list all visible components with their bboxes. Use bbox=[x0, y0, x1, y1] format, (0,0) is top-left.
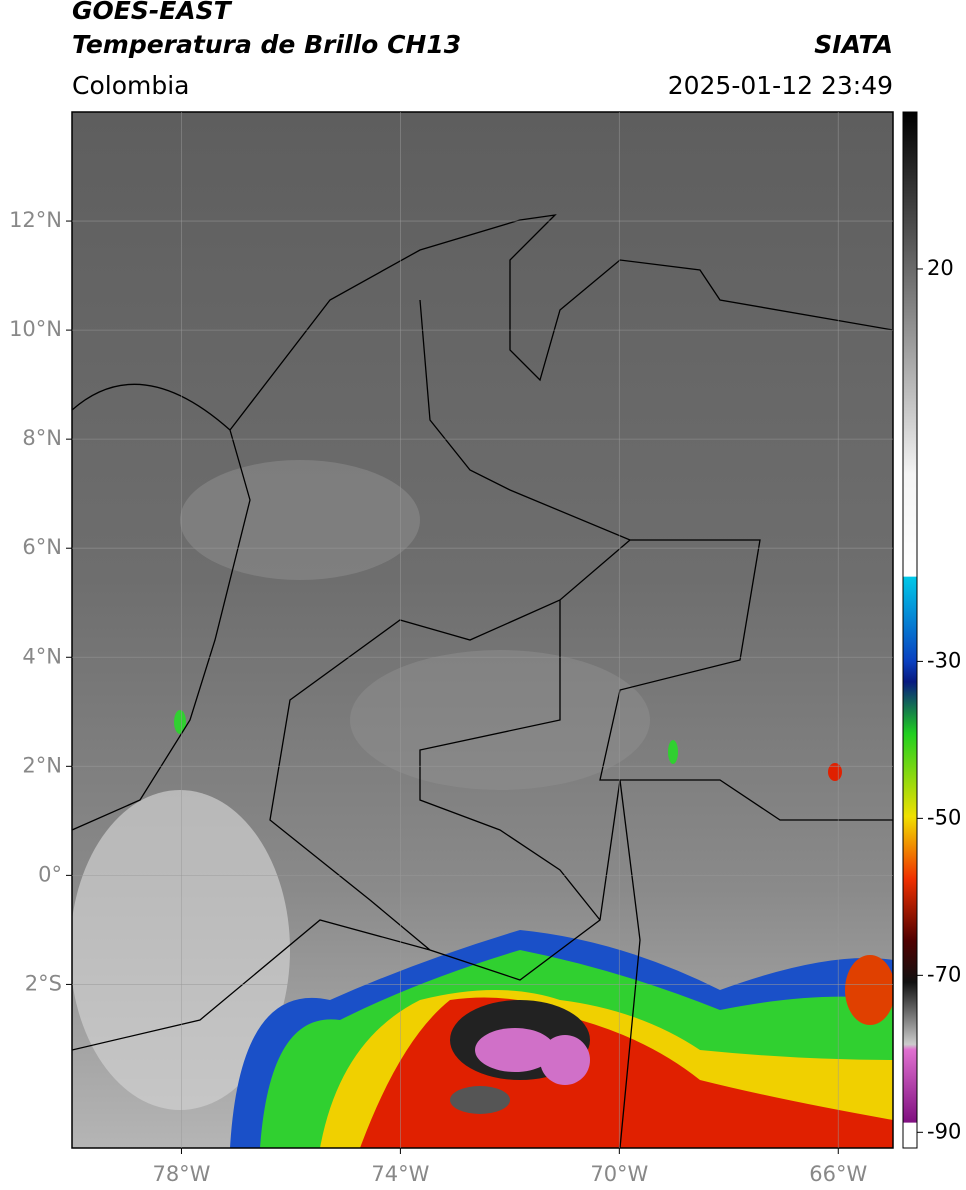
title: GOES-EAST bbox=[72, 0, 233, 25]
y-tick-label: 8°N bbox=[22, 426, 62, 450]
colorbar-tick-label: -50 bbox=[927, 805, 961, 829]
colorbar-tick-label: 20 bbox=[927, 256, 954, 280]
source: SIATA bbox=[814, 30, 893, 59]
datetime: 2025-01-12 23:49 bbox=[668, 71, 893, 100]
region: Colombia bbox=[72, 71, 189, 100]
subtitle: Temperatura de Brillo CH13 bbox=[72, 30, 461, 59]
y-tick-label: 2°N bbox=[22, 753, 62, 777]
y-tick-label: 0° bbox=[38, 862, 62, 886]
x-tick-label: 70°W bbox=[590, 1162, 648, 1186]
y-tick-label: 2°S bbox=[25, 971, 62, 995]
satellite-image bbox=[72, 112, 893, 1148]
colorbar-tick-label: -90 bbox=[927, 1119, 961, 1143]
colorbar bbox=[902, 111, 918, 1149]
y-tick-label: 12°N bbox=[9, 208, 62, 232]
map-frame bbox=[71, 111, 894, 1149]
y-tick-label: 6°N bbox=[22, 535, 62, 559]
y-tick-label: 4°N bbox=[22, 644, 62, 668]
y-tick-label: 10°N bbox=[9, 317, 62, 341]
x-tick-label: 74°W bbox=[371, 1162, 429, 1186]
colorbar-tick-label: -30 bbox=[927, 648, 961, 672]
colorbar-tick-label: -70 bbox=[927, 962, 961, 986]
x-tick-label: 66°W bbox=[809, 1162, 867, 1186]
x-tick-label: 78°W bbox=[152, 1162, 210, 1186]
